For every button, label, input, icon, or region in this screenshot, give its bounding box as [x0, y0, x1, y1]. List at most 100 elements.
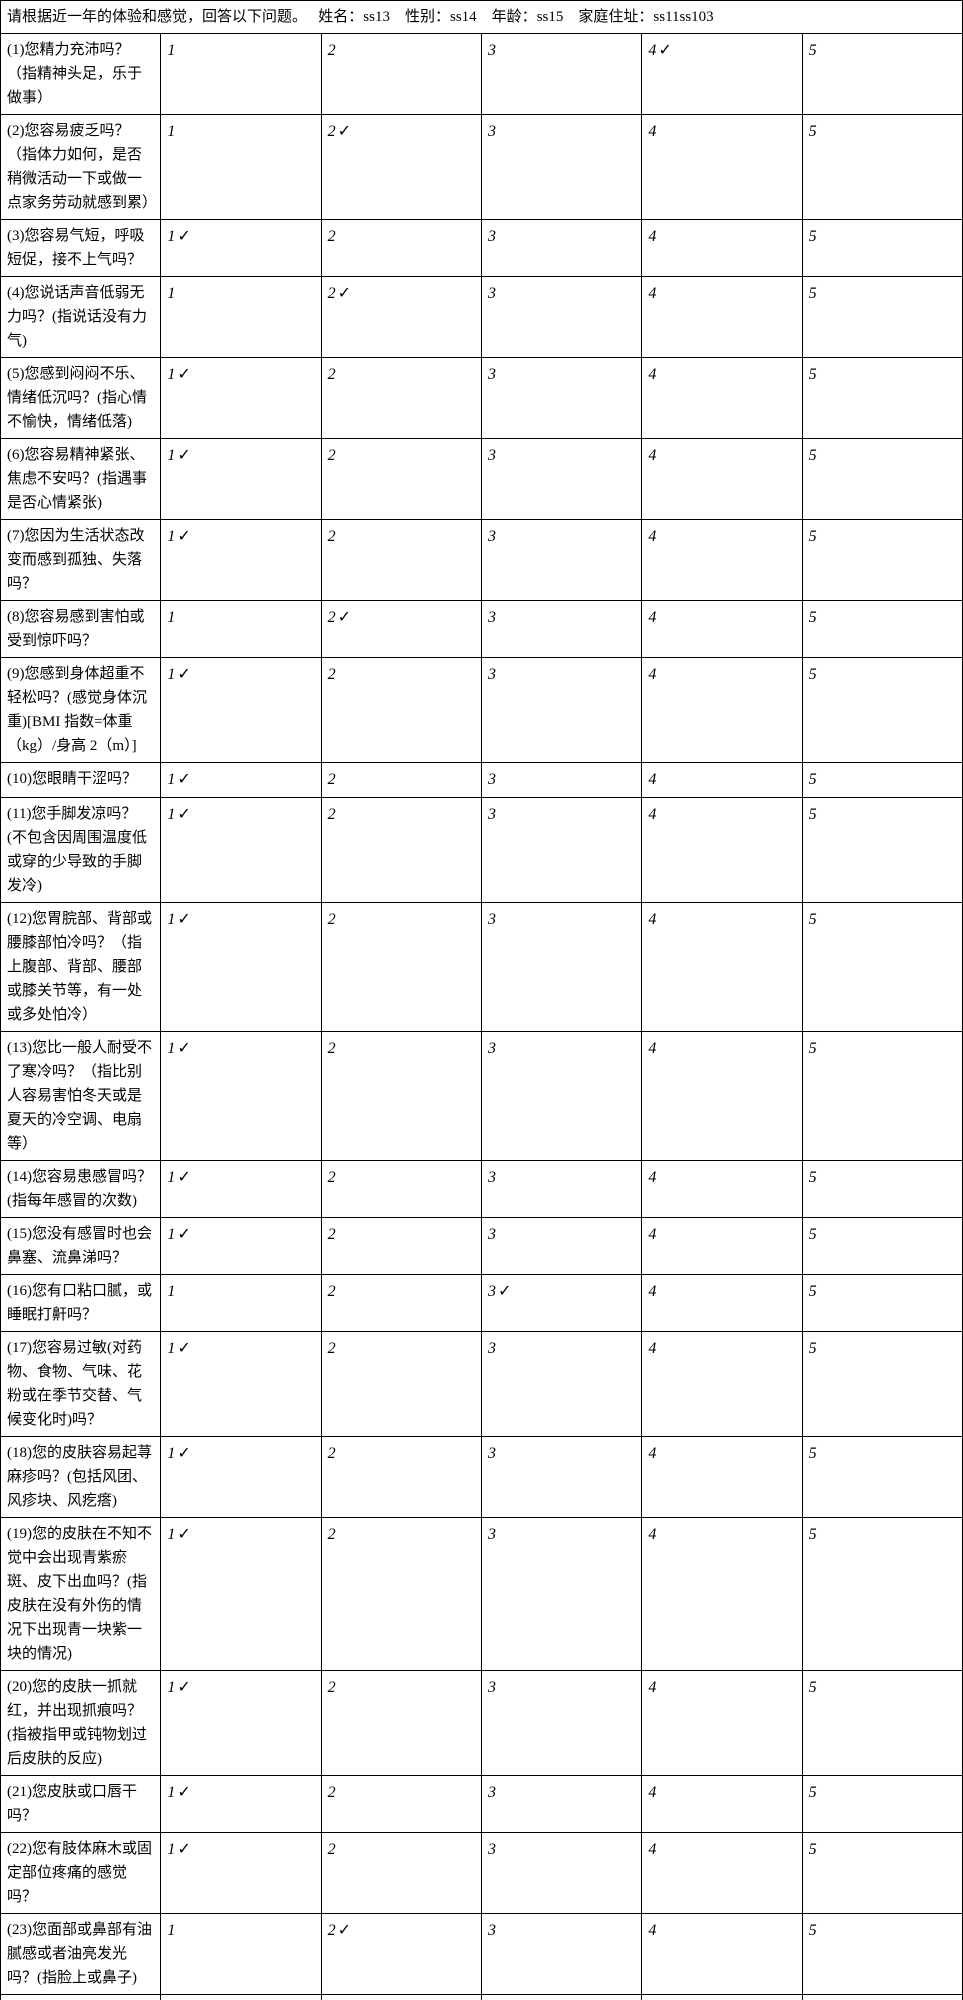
rating-cell[interactable]: 2✓ — [321, 1913, 481, 1994]
rating-cell[interactable]: 3 — [481, 1160, 641, 1217]
rating-cell[interactable]: 3 — [481, 1775, 641, 1832]
rating-cell[interactable]: 4 — [642, 115, 802, 220]
rating-cell[interactable]: 4 — [642, 1331, 802, 1436]
rating-cell[interactable]: 1 — [161, 277, 321, 358]
rating-cell[interactable]: 2✓ — [321, 277, 481, 358]
rating-cell[interactable]: 1✓ — [161, 1994, 321, 2000]
rating-cell[interactable]: 4 — [642, 1031, 802, 1160]
rating-cell[interactable]: 3 — [481, 1031, 641, 1160]
rating-cell[interactable]: 4 — [642, 1994, 802, 2000]
rating-cell[interactable]: 4 — [642, 520, 802, 601]
rating-cell[interactable]: 3 — [481, 1913, 641, 1994]
rating-cell[interactable]: 5 — [802, 1913, 962, 1994]
rating-cell[interactable]: 1✓ — [161, 220, 321, 277]
rating-cell[interactable]: 2 — [321, 797, 481, 902]
rating-cell[interactable]: 1✓ — [161, 1517, 321, 1670]
rating-cell[interactable]: 1✓ — [161, 1436, 321, 1517]
rating-cell[interactable]: 1✓ — [161, 763, 321, 798]
rating-cell[interactable]: 4 — [642, 1775, 802, 1832]
rating-cell[interactable]: 3 — [481, 1517, 641, 1670]
rating-cell[interactable]: 5 — [802, 1775, 962, 1832]
rating-cell[interactable]: 5 — [802, 1994, 962, 2000]
rating-cell[interactable]: 3 — [481, 1994, 641, 2000]
rating-cell[interactable]: 3 — [481, 220, 641, 277]
rating-cell[interactable]: 2 — [321, 1160, 481, 1217]
rating-cell[interactable]: 3 — [481, 277, 641, 358]
rating-cell[interactable]: 1✓ — [161, 358, 321, 439]
rating-cell[interactable]: 1✓ — [161, 1832, 321, 1913]
rating-cell[interactable]: 1 — [161, 1274, 321, 1331]
rating-cell[interactable]: 4 — [642, 658, 802, 763]
rating-cell[interactable]: 1✓ — [161, 1775, 321, 1832]
rating-cell[interactable]: 3 — [481, 34, 641, 115]
rating-cell[interactable]: 4 — [642, 1832, 802, 1913]
rating-cell[interactable]: 1✓ — [161, 439, 321, 520]
rating-cell[interactable]: 1✓ — [161, 1331, 321, 1436]
rating-cell[interactable]: 4 — [642, 1217, 802, 1274]
rating-cell[interactable]: 1✓ — [161, 520, 321, 601]
rating-cell[interactable]: 2 — [321, 1670, 481, 1775]
rating-cell[interactable]: 3 — [481, 115, 641, 220]
rating-cell[interactable]: 5 — [802, 1331, 962, 1436]
rating-cell[interactable]: 5 — [802, 1160, 962, 1217]
rating-cell[interactable]: 3 — [481, 1832, 641, 1913]
rating-cell[interactable]: 3 — [481, 1217, 641, 1274]
rating-cell[interactable]: 5 — [802, 1436, 962, 1517]
rating-cell[interactable]: 5 — [802, 797, 962, 902]
rating-cell[interactable]: 5 — [802, 358, 962, 439]
rating-cell[interactable]: 5 — [802, 439, 962, 520]
rating-cell[interactable]: 4 — [642, 763, 802, 798]
rating-cell[interactable]: 1✓ — [161, 902, 321, 1031]
rating-cell[interactable]: 4 — [642, 1436, 802, 1517]
rating-cell[interactable]: 5 — [802, 1832, 962, 1913]
rating-cell[interactable]: 4 — [642, 1160, 802, 1217]
rating-cell[interactable]: 1✓ — [161, 658, 321, 763]
rating-cell[interactable]: 2✓ — [321, 601, 481, 658]
rating-cell[interactable]: 4 — [642, 1913, 802, 1994]
rating-cell[interactable]: 1✓ — [161, 1217, 321, 1274]
rating-cell[interactable]: 3✓ — [481, 1274, 641, 1331]
rating-cell[interactable]: 5 — [802, 1670, 962, 1775]
rating-cell[interactable]: 2 — [321, 1331, 481, 1436]
rating-cell[interactable]: 5 — [802, 1274, 962, 1331]
rating-cell[interactable]: 5 — [802, 115, 962, 220]
rating-cell[interactable]: 3 — [481, 439, 641, 520]
rating-cell[interactable]: 3 — [481, 1331, 641, 1436]
rating-cell[interactable]: 5 — [802, 601, 962, 658]
rating-cell[interactable]: 3 — [481, 358, 641, 439]
rating-cell[interactable]: 3 — [481, 520, 641, 601]
rating-cell[interactable]: 2 — [321, 902, 481, 1031]
rating-cell[interactable]: 5 — [802, 1217, 962, 1274]
rating-cell[interactable]: 2 — [321, 1217, 481, 1274]
rating-cell[interactable]: 2 — [321, 1274, 481, 1331]
rating-cell[interactable]: 1 — [161, 115, 321, 220]
rating-cell[interactable]: 4 — [642, 439, 802, 520]
rating-cell[interactable]: 2 — [321, 1832, 481, 1913]
rating-cell[interactable]: 5 — [802, 1517, 962, 1670]
rating-cell[interactable]: 1✓ — [161, 1670, 321, 1775]
rating-cell[interactable]: 4 — [642, 358, 802, 439]
rating-cell[interactable]: 2 — [321, 658, 481, 763]
rating-cell[interactable]: 3 — [481, 601, 641, 658]
rating-cell[interactable]: 5 — [802, 277, 962, 358]
rating-cell[interactable]: 1✓ — [161, 1031, 321, 1160]
rating-cell[interactable]: 4 — [642, 797, 802, 902]
rating-cell[interactable]: 5 — [802, 220, 962, 277]
rating-cell[interactable]: 3 — [481, 763, 641, 798]
rating-cell[interactable]: 5 — [802, 1031, 962, 1160]
rating-cell[interactable]: 4 — [642, 1670, 802, 1775]
rating-cell[interactable]: 4 — [642, 1274, 802, 1331]
rating-cell[interactable]: 3 — [481, 797, 641, 902]
rating-cell[interactable]: 2 — [321, 439, 481, 520]
rating-cell[interactable]: 2 — [321, 34, 481, 115]
rating-cell[interactable]: 3 — [481, 658, 641, 763]
rating-cell[interactable]: 2 — [321, 1994, 481, 2000]
rating-cell[interactable]: 2 — [321, 1031, 481, 1160]
rating-cell[interactable]: 2 — [321, 1517, 481, 1670]
rating-cell[interactable]: 2 — [321, 220, 481, 277]
rating-cell[interactable]: 4 — [642, 601, 802, 658]
rating-cell[interactable]: 5 — [802, 658, 962, 763]
rating-cell[interactable]: 2 — [321, 520, 481, 601]
rating-cell[interactable]: 3 — [481, 1670, 641, 1775]
rating-cell[interactable]: 3 — [481, 902, 641, 1031]
